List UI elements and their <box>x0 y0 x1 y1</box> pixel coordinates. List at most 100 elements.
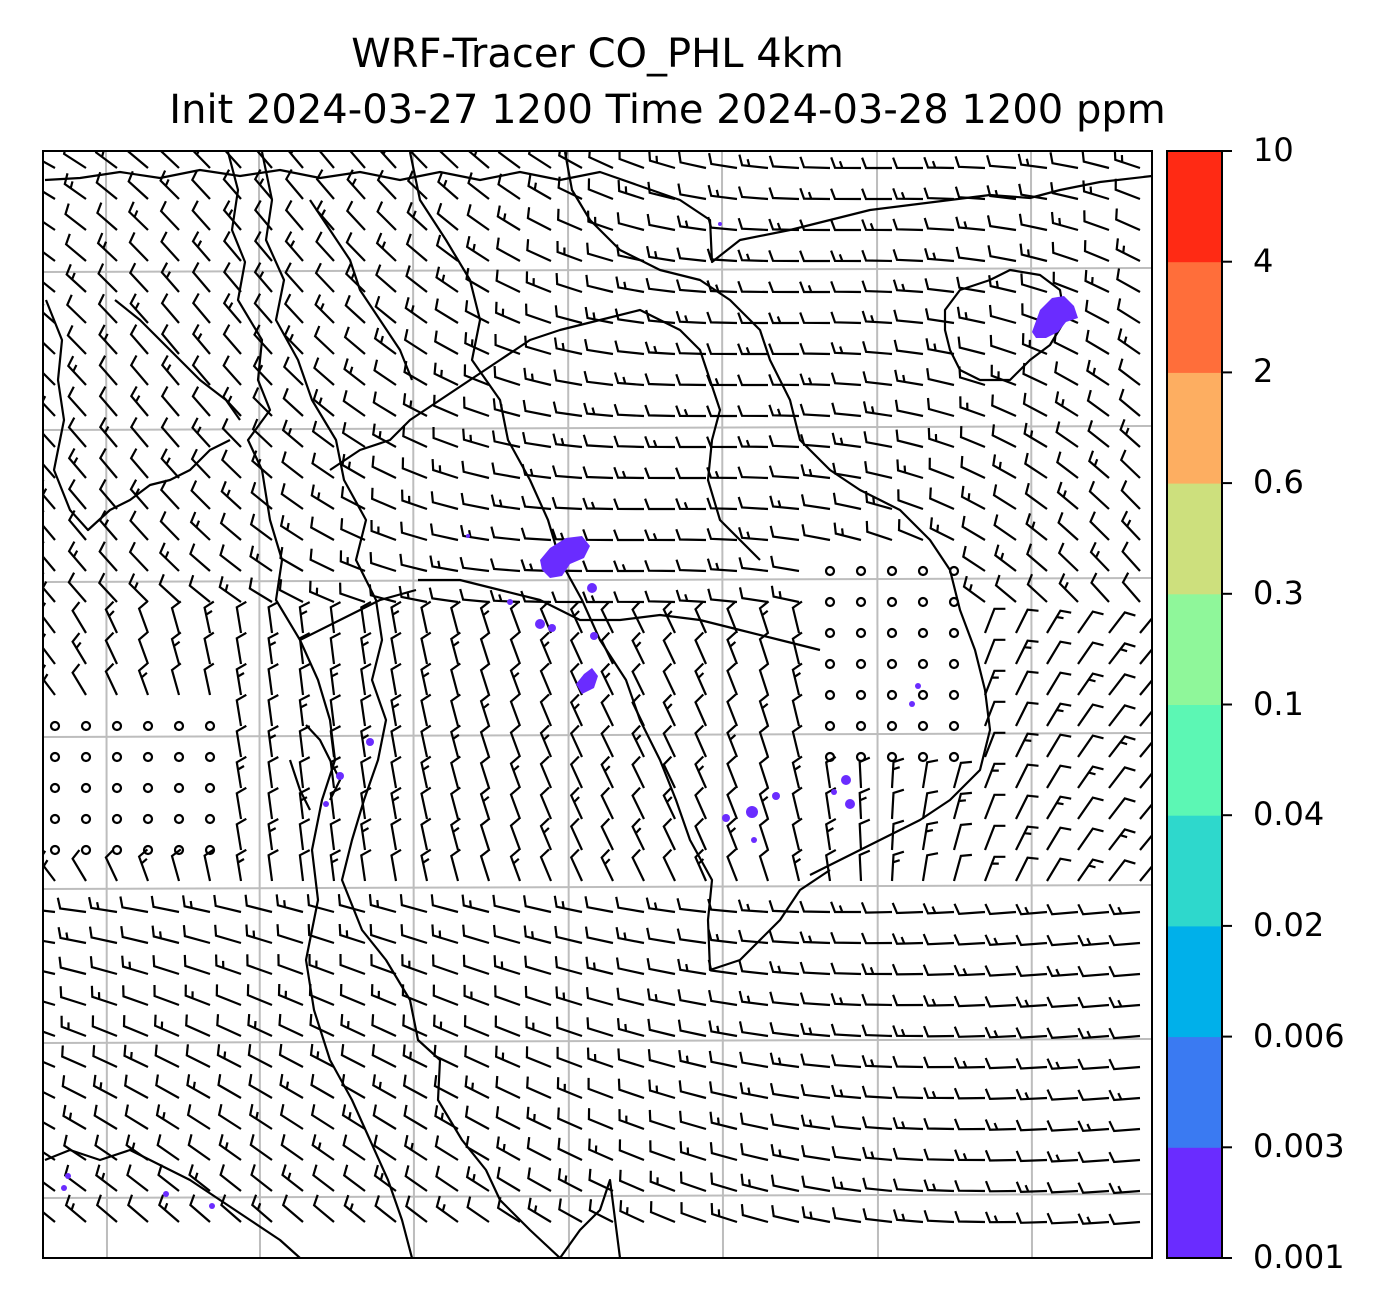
wind-barb <box>401 489 428 511</box>
wind-barb <box>310 1104 335 1130</box>
wind-barb <box>726 724 739 758</box>
colorbar-segment <box>1167 815 1222 927</box>
wind-barb <box>569 631 584 665</box>
wind-barb <box>463 364 490 387</box>
calm-wind-marker <box>855 720 867 732</box>
wind-barb <box>1108 859 1136 882</box>
wind-barb <box>420 662 432 696</box>
wind-barb <box>923 1148 955 1162</box>
calm-wind-marker <box>886 720 898 732</box>
wind-barb <box>375 264 397 293</box>
colorbar-segment <box>1167 151 1222 263</box>
wind-barb <box>137 848 150 882</box>
calm-wind-marker <box>886 751 898 763</box>
wind-barb <box>984 1149 1017 1162</box>
wind-barb <box>679 1110 707 1131</box>
wind-barb <box>551 465 583 480</box>
wind-barb <box>613 466 645 480</box>
wind-barb <box>928 457 955 480</box>
wind-barb <box>152 955 180 976</box>
county-border-southeast <box>559 1178 622 1258</box>
wind-barb <box>435 1165 459 1192</box>
plume-spot <box>323 801 329 807</box>
wind-barb <box>644 436 676 449</box>
wind-barb <box>799 403 831 418</box>
wind-barb <box>170 662 182 696</box>
wind-barb <box>1139 709 1152 727</box>
wind-barb <box>800 464 831 480</box>
wind-barb <box>984 903 1017 916</box>
wind-barb <box>961 515 986 541</box>
wind-barb <box>582 434 614 449</box>
plume-spot <box>772 792 780 800</box>
wind-barb <box>370 487 397 511</box>
wind-barb <box>345 231 366 262</box>
wind-barb <box>694 755 708 789</box>
wind-barb <box>791 600 803 634</box>
wind-barb <box>249 545 273 572</box>
wind-barb <box>953 964 986 977</box>
wind-barb <box>373 1134 397 1161</box>
wind-barb <box>71 601 87 634</box>
wind-barb <box>137 662 150 696</box>
wind-barb <box>479 662 491 696</box>
wind-barb <box>67 447 87 479</box>
wind-barb <box>586 242 614 263</box>
wind-barb <box>64 203 87 231</box>
wind-barb <box>253 293 273 324</box>
wind-barb <box>1077 765 1104 789</box>
calm-wind-marker <box>49 720 61 732</box>
wind-barb <box>43 541 56 572</box>
wind-barb <box>984 934 1017 946</box>
county-border-central <box>329 308 761 561</box>
calm-wind-marker <box>142 813 154 825</box>
wind-barb <box>1021 333 1048 356</box>
wind-barb <box>279 1073 304 1099</box>
wind-barb <box>329 787 342 820</box>
wind-barb <box>737 186 769 201</box>
wind-barb <box>158 542 180 572</box>
wind-barb <box>953 995 986 1008</box>
wind-barb <box>170 848 182 882</box>
wind-barb <box>524 335 552 356</box>
wind-barb <box>282 356 304 386</box>
wind-barb <box>450 631 461 665</box>
wind-barb <box>129 479 149 510</box>
wind-barb <box>587 1077 614 1100</box>
wind-barb <box>1022 392 1048 417</box>
wind-barb <box>926 368 955 387</box>
wind-barb <box>403 328 428 355</box>
calm-wind-marker <box>49 782 61 794</box>
wind-barb <box>555 986 583 1007</box>
wind-barb <box>552 401 583 418</box>
plume-spot <box>590 632 598 640</box>
wind-barb <box>768 900 800 914</box>
wind-barb <box>539 817 553 851</box>
wind-barb <box>800 1022 831 1038</box>
calm-wind-marker <box>80 782 92 794</box>
wind-barb <box>830 901 861 914</box>
wind-barb <box>832 492 862 511</box>
wind-barb <box>1077 641 1104 665</box>
calm-wind-marker <box>204 813 216 825</box>
wind-barb <box>677 989 707 1007</box>
plume-spot <box>722 814 730 822</box>
wind-barb <box>987 245 1017 263</box>
wind-barb <box>614 340 645 356</box>
wind-barb <box>434 1105 459 1130</box>
plume-spot <box>535 619 545 629</box>
wind-barb <box>678 1049 707 1069</box>
wind-barb <box>584 926 614 945</box>
wind-barb <box>994 544 1017 572</box>
wind-barb <box>600 724 614 758</box>
wind-barb <box>492 894 521 914</box>
wind-barb <box>922 902 955 915</box>
wind-barb <box>1015 856 1039 882</box>
wind-barb <box>694 786 708 820</box>
wind-barb <box>708 152 738 170</box>
wind-barb <box>1046 671 1072 696</box>
wind-barb <box>1139 771 1152 789</box>
wind-barb <box>496 1136 521 1161</box>
wind-barb <box>372 1074 397 1099</box>
wind-barb <box>1086 389 1110 417</box>
